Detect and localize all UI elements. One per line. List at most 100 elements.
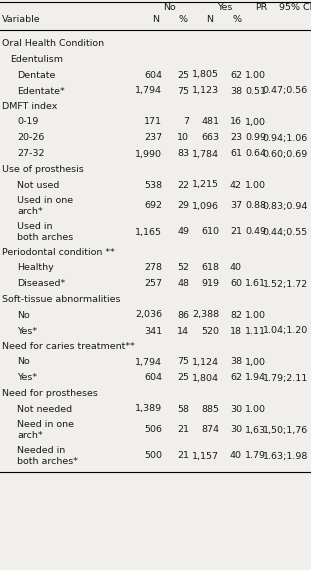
Text: Need for caries treatment**: Need for caries treatment** — [2, 342, 135, 351]
Text: 1.94: 1.94 — [245, 373, 266, 382]
Text: No: No — [17, 357, 30, 367]
Text: 82: 82 — [230, 311, 242, 320]
Text: Variable: Variable — [2, 15, 41, 25]
Text: Oral Health Condition: Oral Health Condition — [2, 39, 104, 48]
Text: 1,389: 1,389 — [135, 405, 162, 413]
Text: 0.47;0.56: 0.47;0.56 — [263, 87, 308, 96]
Text: 506: 506 — [144, 425, 162, 434]
Text: Not needed: Not needed — [17, 405, 72, 413]
Text: 237: 237 — [144, 133, 162, 142]
Text: 27-32: 27-32 — [17, 149, 44, 158]
Text: N: N — [152, 15, 160, 25]
Text: 7: 7 — [183, 117, 189, 127]
Text: Healthy: Healthy — [17, 263, 54, 272]
Text: Used in one
arch*: Used in one arch* — [17, 196, 73, 215]
Text: 500: 500 — [144, 451, 162, 461]
Text: 58: 58 — [177, 405, 189, 413]
Text: 0.83;0.94: 0.83;0.94 — [262, 202, 308, 210]
Text: 0.44;0.55: 0.44;0.55 — [263, 227, 308, 237]
Text: 38: 38 — [230, 357, 242, 367]
Text: N: N — [207, 15, 213, 25]
Text: 40: 40 — [230, 263, 242, 272]
Text: 1.00: 1.00 — [245, 311, 266, 320]
Text: 0.51: 0.51 — [245, 87, 266, 96]
Text: 1,990: 1,990 — [135, 149, 162, 158]
Text: 23: 23 — [230, 133, 242, 142]
Text: 0-19: 0-19 — [17, 117, 38, 127]
Text: 919: 919 — [201, 279, 219, 288]
Text: 1,215: 1,215 — [192, 181, 219, 189]
Text: 21: 21 — [230, 227, 242, 237]
Text: Edentulism: Edentulism — [10, 55, 63, 63]
Text: 42: 42 — [230, 181, 242, 189]
Text: 25: 25 — [177, 373, 189, 382]
Text: 1.63;1.98: 1.63;1.98 — [262, 451, 308, 461]
Text: 52: 52 — [177, 263, 189, 272]
Text: 1,63: 1,63 — [245, 425, 266, 434]
Text: 38: 38 — [230, 87, 242, 96]
Text: 1.00: 1.00 — [245, 181, 266, 189]
Text: Periodontal condition **: Periodontal condition ** — [2, 248, 115, 257]
Text: 1,123: 1,123 — [192, 87, 219, 96]
Text: 0.64: 0.64 — [245, 149, 266, 158]
Text: Need for prostheses: Need for prostheses — [2, 389, 98, 398]
Text: 171: 171 — [144, 117, 162, 127]
Text: 95% CI: 95% CI — [279, 3, 311, 13]
Text: 20-26: 20-26 — [17, 133, 44, 142]
Text: 61: 61 — [230, 149, 242, 158]
Text: 0.99: 0.99 — [245, 133, 266, 142]
Text: 48: 48 — [177, 279, 189, 288]
Text: 18: 18 — [230, 327, 242, 336]
Text: %: % — [179, 15, 188, 25]
Text: Yes: Yes — [217, 3, 233, 13]
Text: 1.52;1.72: 1.52;1.72 — [263, 279, 308, 288]
Text: 341: 341 — [144, 327, 162, 336]
Text: 618: 618 — [201, 263, 219, 272]
Text: 2,036: 2,036 — [135, 311, 162, 320]
Text: 610: 610 — [201, 227, 219, 237]
Text: Edentate*: Edentate* — [17, 87, 65, 96]
Text: 21: 21 — [177, 425, 189, 434]
Text: DMFT index: DMFT index — [2, 102, 57, 111]
Text: 1.04;1.20: 1.04;1.20 — [263, 327, 308, 336]
Text: 29: 29 — [177, 202, 189, 210]
Text: 1,794: 1,794 — [135, 357, 162, 367]
Text: No: No — [17, 311, 30, 320]
Text: 1,00: 1,00 — [245, 357, 266, 367]
Text: 1.11: 1.11 — [245, 327, 266, 336]
Text: 21: 21 — [177, 451, 189, 461]
Text: 604: 604 — [144, 71, 162, 79]
Text: 1.00: 1.00 — [245, 405, 266, 413]
Text: 520: 520 — [201, 327, 219, 336]
Text: Need in one
arch*: Need in one arch* — [17, 420, 74, 439]
Text: 25: 25 — [177, 71, 189, 79]
Text: 1,794: 1,794 — [135, 87, 162, 96]
Text: 1,096: 1,096 — [192, 202, 219, 210]
Text: 1,00: 1,00 — [245, 117, 266, 127]
Text: Use of prosthesis: Use of prosthesis — [2, 165, 84, 174]
Text: 604: 604 — [144, 373, 162, 382]
Text: 30: 30 — [230, 425, 242, 434]
Text: Not used: Not used — [17, 181, 59, 189]
Text: 1,165: 1,165 — [135, 227, 162, 237]
Text: 1,784: 1,784 — [192, 149, 219, 158]
Text: 1,50;1,76: 1,50;1,76 — [263, 425, 308, 434]
Text: 1,124: 1,124 — [192, 357, 219, 367]
Text: 60: 60 — [230, 279, 242, 288]
Text: 0.49: 0.49 — [245, 227, 266, 237]
Text: 663: 663 — [201, 133, 219, 142]
Text: 1.79: 1.79 — [245, 451, 266, 461]
Text: 874: 874 — [201, 425, 219, 434]
Text: 83: 83 — [177, 149, 189, 158]
Text: 538: 538 — [144, 181, 162, 189]
Text: 86: 86 — [177, 311, 189, 320]
Text: 10: 10 — [177, 133, 189, 142]
Text: 75: 75 — [177, 357, 189, 367]
Text: 278: 278 — [144, 263, 162, 272]
Text: 1,805: 1,805 — [192, 71, 219, 79]
Text: Dentate: Dentate — [17, 71, 55, 79]
Text: 0.94;1.06: 0.94;1.06 — [263, 133, 308, 142]
Text: 40: 40 — [230, 451, 242, 461]
Text: 1,804: 1,804 — [192, 373, 219, 382]
Text: 692: 692 — [144, 202, 162, 210]
